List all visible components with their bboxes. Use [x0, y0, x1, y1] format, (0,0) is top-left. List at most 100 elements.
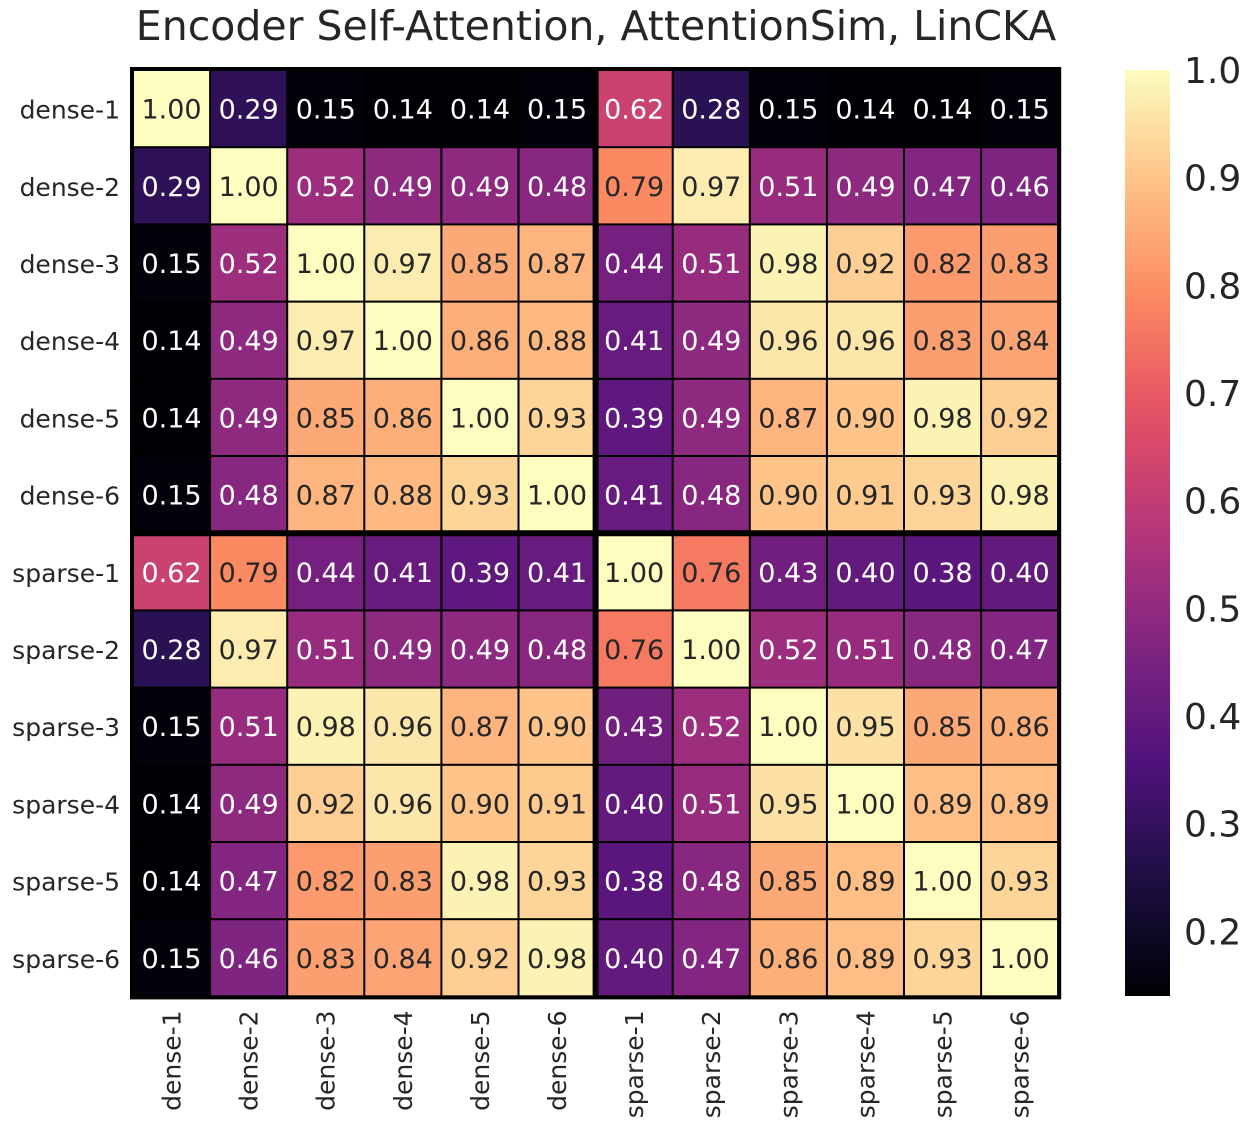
cell-dense-1-sparse-1 — [596, 71, 672, 147]
cell-sparse-2-sparse-2 — [673, 611, 749, 687]
cell-dense-6-dense-4 — [365, 457, 441, 533]
cell-value-dense-4-sparse-3: 0.96 — [758, 326, 818, 357]
cell-sparse-5-sparse-6 — [982, 843, 1058, 919]
cell-dense-2-sparse-1 — [596, 148, 672, 224]
cell-sparse-2-sparse-6 — [982, 611, 1058, 687]
cell-value-sparse-2-dense-3: 0.51 — [296, 635, 356, 666]
cell-sparse-6-dense-2 — [211, 920, 287, 996]
cell-sparse-4-sparse-5 — [905, 765, 981, 841]
cell-value-sparse-4-dense-2: 0.49 — [219, 789, 279, 820]
cell-value-sparse-1-sparse-1: 1.00 — [604, 558, 664, 589]
cell-value-sparse-6-dense-5: 0.92 — [450, 944, 510, 975]
cell-sparse-2-dense-4 — [365, 611, 441, 687]
cell-value-dense-5-dense-6: 0.93 — [527, 403, 587, 434]
cell-value-dense-3-sparse-4: 0.92 — [835, 249, 895, 280]
cell-value-sparse-5-sparse-4: 0.89 — [835, 867, 895, 898]
cell-dense-4-dense-6 — [519, 302, 595, 378]
cell-sparse-2-sparse-1 — [596, 611, 672, 687]
cell-value-dense-2-dense-4: 0.49 — [373, 172, 433, 203]
cell-dense-6-sparse-2 — [673, 457, 749, 533]
cell-value-dense-1-sparse-4: 0.14 — [835, 95, 895, 126]
row-label-dense-3: dense-3 — [20, 250, 120, 279]
cell-value-sparse-4-sparse-5: 0.89 — [912, 789, 972, 820]
cell-sparse-5-dense-6 — [519, 843, 595, 919]
cell-value-sparse-2-sparse-3: 0.52 — [758, 635, 818, 666]
cell-dense-2-sparse-5 — [905, 148, 981, 224]
colorbar-tick-0.5: 0.5 — [1184, 589, 1241, 630]
cell-dense-5-dense-5 — [442, 379, 518, 455]
cell-dense-3-dense-4 — [365, 225, 441, 301]
cell-value-dense-3-dense-2: 0.52 — [219, 249, 279, 280]
cell-value-dense-5-sparse-5: 0.98 — [912, 403, 972, 434]
cell-sparse-4-dense-2 — [211, 765, 287, 841]
cell-value-dense-2-sparse-6: 0.46 — [990, 172, 1050, 203]
cell-dense-3-dense-3 — [288, 225, 364, 301]
cell-sparse-6-dense-3 — [288, 920, 364, 996]
cell-sparse-4-sparse-2 — [673, 765, 749, 841]
cell-value-dense-1-sparse-6: 0.15 — [990, 95, 1050, 126]
cell-value-dense-2-sparse-2: 0.97 — [681, 172, 741, 203]
col-label-sparse-6: sparse-6 — [1006, 1010, 1035, 1118]
cell-value-sparse-2-sparse-5: 0.48 — [912, 635, 972, 666]
cell-dense-1-sparse-3 — [750, 71, 826, 147]
cell-value-sparse-3-sparse-5: 0.85 — [912, 712, 972, 743]
cell-sparse-5-dense-5 — [442, 843, 518, 919]
colorbar-tick-0.3: 0.3 — [1184, 805, 1241, 846]
cell-value-dense-5-sparse-1: 0.39 — [604, 403, 664, 434]
cell-dense-3-sparse-6 — [982, 225, 1058, 301]
cell-dense-6-dense-6 — [519, 457, 595, 533]
cell-value-sparse-4-dense-4: 0.96 — [373, 789, 433, 820]
cell-value-sparse-6-sparse-5: 0.93 — [912, 944, 972, 975]
cell-sparse-2-dense-2 — [211, 611, 287, 687]
cell-value-sparse-1-sparse-3: 0.43 — [758, 558, 818, 589]
cell-value-sparse-3-sparse-2: 0.52 — [681, 712, 741, 743]
cell-sparse-5-dense-4 — [365, 843, 441, 919]
cell-dense-3-sparse-4 — [827, 225, 903, 301]
cell-sparse-3-dense-6 — [519, 688, 595, 764]
cell-value-sparse-4-sparse-4: 1.00 — [835, 789, 895, 820]
cell-value-dense-5-dense-2: 0.49 — [219, 403, 279, 434]
cell-value-sparse-2-sparse-6: 0.47 — [990, 635, 1050, 666]
cell-value-dense-3-dense-3: 1.00 — [296, 249, 356, 280]
cell-sparse-3-sparse-1 — [596, 688, 672, 764]
cell-dense-4-sparse-5 — [905, 302, 981, 378]
cell-dense-2-dense-5 — [442, 148, 518, 224]
cell-sparse-4-sparse-3 — [750, 765, 826, 841]
row-label-sparse-2: sparse-2 — [12, 636, 120, 665]
cell-sparse-1-dense-3 — [288, 534, 364, 610]
cell-sparse-6-sparse-6 — [982, 920, 1058, 996]
cell-value-dense-6-sparse-1: 0.41 — [604, 481, 664, 512]
row-label-dense-1: dense-1 — [20, 96, 120, 125]
cell-sparse-3-sparse-2 — [673, 688, 749, 764]
cell-sparse-1-sparse-3 — [750, 534, 826, 610]
cell-sparse-2-sparse-4 — [827, 611, 903, 687]
cell-value-dense-2-dense-2: 1.00 — [219, 172, 279, 203]
cell-value-sparse-6-dense-2: 0.46 — [219, 944, 279, 975]
cell-value-dense-5-dense-3: 0.85 — [296, 403, 356, 434]
cell-value-dense-5-sparse-2: 0.49 — [681, 403, 741, 434]
cell-dense-5-dense-1 — [134, 379, 210, 455]
cell-dense-1-dense-4 — [365, 71, 441, 147]
cell-sparse-1-sparse-5 — [905, 534, 981, 610]
cell-value-dense-4-sparse-2: 0.49 — [681, 326, 741, 357]
cell-dense-3-dense-1 — [134, 225, 210, 301]
cell-value-dense-4-dense-3: 0.97 — [296, 326, 356, 357]
cell-value-dense-5-dense-4: 0.86 — [373, 403, 433, 434]
cell-value-sparse-3-dense-6: 0.90 — [527, 712, 587, 743]
cell-sparse-5-sparse-4 — [827, 843, 903, 919]
colorbar-tick-0.7: 0.7 — [1184, 374, 1241, 415]
cell-value-sparse-3-sparse-3: 1.00 — [758, 712, 818, 743]
cell-dense-2-dense-6 — [519, 148, 595, 224]
cell-value-dense-3-sparse-1: 0.44 — [604, 249, 664, 280]
cell-value-dense-3-dense-6: 0.87 — [527, 249, 587, 280]
cell-value-sparse-5-dense-3: 0.82 — [296, 867, 356, 898]
col-label-dense-6: dense-6 — [543, 1010, 572, 1110]
row-label-dense-4: dense-4 — [20, 327, 120, 356]
cell-value-dense-3-sparse-6: 0.83 — [990, 249, 1050, 280]
cell-value-dense-2-sparse-4: 0.49 — [835, 172, 895, 203]
cell-sparse-1-sparse-1 — [596, 534, 672, 610]
cell-value-dense-3-sparse-2: 0.51 — [681, 249, 741, 280]
cell-value-dense-1-dense-4: 0.14 — [373, 95, 433, 126]
cell-sparse-6-sparse-3 — [750, 920, 826, 996]
cell-value-sparse-6-dense-6: 0.98 — [527, 944, 587, 975]
